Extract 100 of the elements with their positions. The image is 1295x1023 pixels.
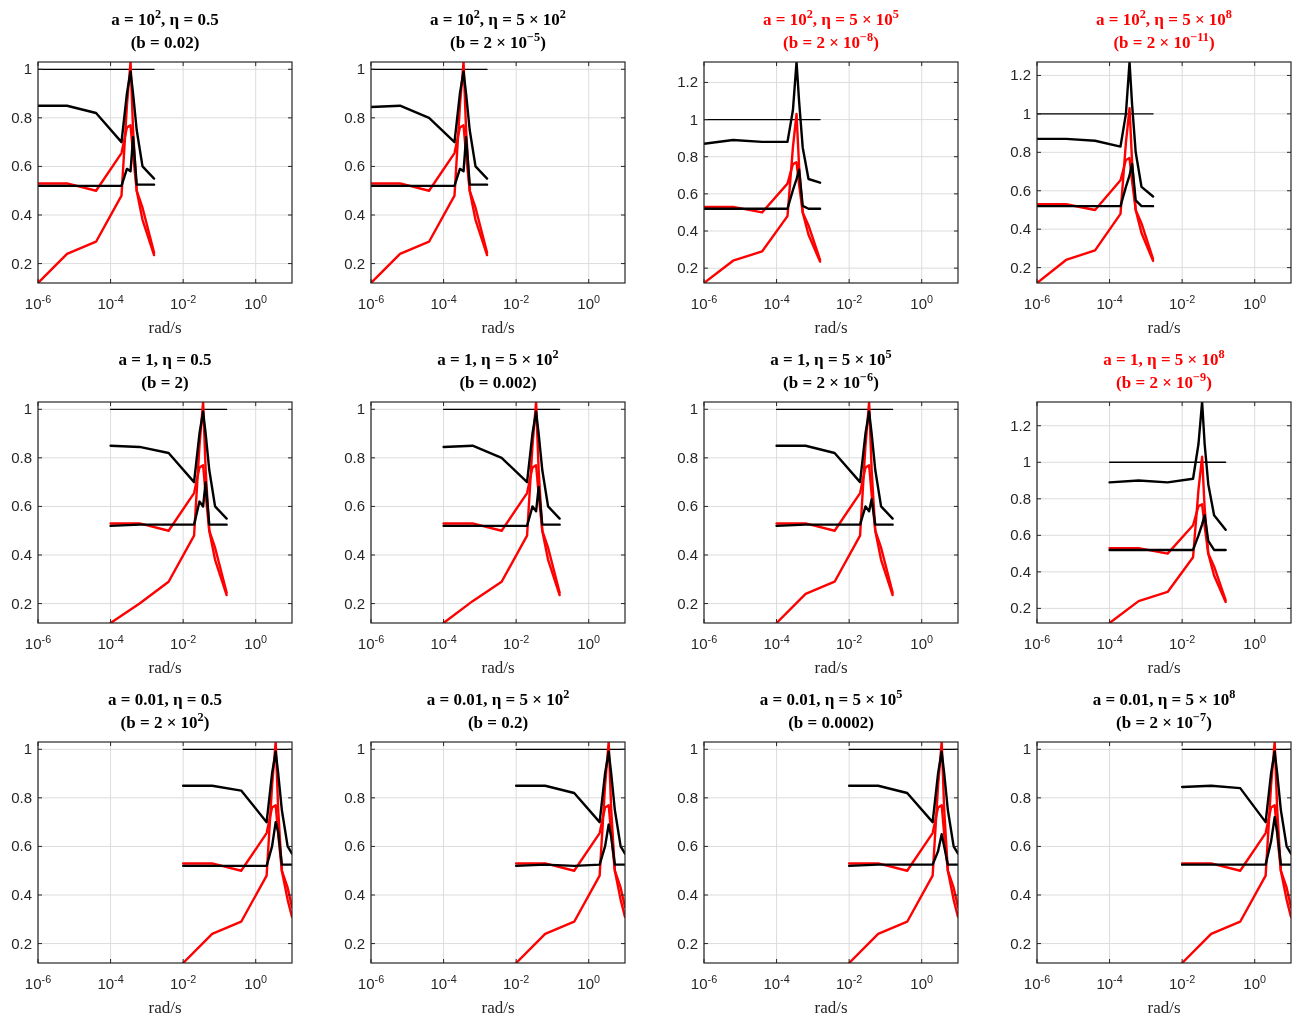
x-tick-label: 10$^{-2}$ — [502, 633, 530, 652]
y-tick-label: 0.4 — [677, 222, 698, 239]
x-tick-label: 10$^{-6}$ — [24, 973, 52, 992]
y-tick-label: 0.6 — [11, 497, 32, 515]
y-tick-label: 0.4 — [1010, 562, 1031, 580]
x-tick-label: 10$^{-4}$ — [97, 633, 124, 652]
x-axis-title: rad/s — [148, 998, 182, 1017]
x-tick-label: 10$^{-4}$ — [763, 633, 790, 652]
x-tick-label: 10$^{0}$ — [244, 293, 268, 312]
chart-title: a = 1, η = 5 × 10$^{8}$ — [1103, 347, 1225, 369]
chart-title: a = 10$^{2}$, η = 5 × 10$^{2}$ — [430, 7, 566, 29]
chart-subtitle: (b = 0.2) — [467, 713, 529, 732]
chart-subtitle: (b = 2 × 10$^{−5}$) — [450, 30, 546, 52]
y-tick-label: 0.6 — [11, 157, 32, 175]
y-tick-label: 0.2 — [1010, 258, 1031, 276]
y-tick-label: 0.6 — [1010, 837, 1031, 855]
chart-subtitle: (b = 2 × 10$^{−6}$) — [783, 370, 879, 392]
x-axis-title: rad/s — [1147, 318, 1181, 337]
x-tick-label: 10$^{-4}$ — [763, 973, 790, 992]
y-tick-label: 0.8 — [11, 788, 32, 806]
x-tick-label: 10$^{0}$ — [577, 633, 601, 652]
x-tick-label: 10$^{-2}$ — [835, 293, 863, 312]
x-tick-label: 10$^{0}$ — [244, 633, 268, 652]
x-tick-label: 10$^{-4}$ — [430, 293, 457, 312]
y-tick-label: 0.8 — [1010, 143, 1031, 161]
y-tick-label: 0.6 — [344, 837, 365, 855]
x-tick-label: 10$^{0}$ — [910, 293, 934, 312]
x-tick-label: 10$^{-4}$ — [97, 973, 124, 992]
y-tick-label: 0.6 — [344, 497, 365, 515]
y-tick-label: 1 — [356, 400, 365, 418]
chart-subtitle: (b = 2 × 10$^{−8}$) — [783, 30, 879, 52]
x-tick-label: 10$^{0}$ — [577, 293, 601, 312]
y-tick-label: 0.8 — [677, 448, 698, 466]
x-tick-label: 10$^{-4}$ — [430, 973, 457, 992]
chart-subtitle: (b = 2 × 10$^{2}$) — [120, 710, 210, 732]
y-tick-label: 0.2 — [344, 254, 365, 272]
x-tick-label: 10$^{-4}$ — [1096, 633, 1123, 652]
x-tick-label: 10$^{-2}$ — [1168, 633, 1196, 652]
y-tick-label: 0.4 — [1010, 886, 1031, 903]
chart-title: a = 0.01, η = 5 × 10$^{5}$ — [759, 687, 903, 709]
y-tick-label: 1 — [356, 740, 365, 758]
x-axis-title: rad/s — [814, 658, 848, 677]
x-tick-label: 10$^{0}$ — [244, 973, 268, 992]
x-tick-label: 10$^{0}$ — [1243, 293, 1267, 312]
x-tick-label: 10$^{-4}$ — [97, 293, 124, 312]
y-tick-label: 0.4 — [344, 886, 365, 903]
x-axis-title: rad/s — [1147, 658, 1181, 677]
x-tick-label: 10$^{-4}$ — [430, 633, 457, 652]
y-tick-label: 0.8 — [344, 448, 365, 466]
x-axis-title: rad/s — [1147, 998, 1181, 1017]
y-tick-label: 0.6 — [1010, 181, 1031, 199]
x-tick-label: 10$^{-2}$ — [1168, 973, 1196, 992]
y-tick-label: 0.4 — [11, 886, 32, 903]
y-tick-label: 1 — [356, 60, 365, 78]
y-tick-label: 0.4 — [344, 546, 365, 563]
x-tick-label: 10$^{-6}$ — [1023, 293, 1051, 312]
y-tick-label: 1 — [689, 110, 698, 128]
y-tick-label: 0.2 — [677, 259, 698, 277]
y-tick-label: 0.2 — [677, 934, 698, 952]
x-axis-title: rad/s — [814, 998, 848, 1017]
x-tick-label: 10$^{-2}$ — [169, 973, 197, 992]
x-tick-label: 10$^{-6}$ — [357, 633, 385, 652]
y-tick-label: 0.2 — [344, 594, 365, 612]
y-tick-label: 1 — [23, 400, 32, 418]
chart-subtitle: (b = 2 × 10$^{−9}$) — [1116, 370, 1212, 392]
x-tick-label: 10$^{-6}$ — [690, 293, 718, 312]
y-tick-label: 0.2 — [11, 594, 32, 612]
x-tick-label: 10$^{-6}$ — [24, 633, 52, 652]
x-tick-label: 10$^{-6}$ — [357, 293, 385, 312]
y-tick-label: 0.8 — [11, 108, 32, 126]
chart-subtitle: (b = 2 × 10$^{−7}$) — [1116, 710, 1212, 732]
x-tick-label: 10$^{0}$ — [910, 633, 934, 652]
x-tick-label: 10$^{0}$ — [1243, 973, 1267, 992]
chart-subtitle: (b = 2 × 10$^{−11}$) — [1113, 30, 1215, 52]
y-tick-label: 0.8 — [344, 108, 365, 126]
chart-title: a = 0.01, η = 0.5 — [107, 690, 223, 709]
y-tick-label: 0.2 — [1010, 934, 1031, 952]
x-tick-label: 10$^{-6}$ — [357, 973, 385, 992]
chart-title: a = 1, η = 0.5 — [118, 350, 212, 369]
y-tick-label: 0.6 — [344, 157, 365, 175]
x-tick-label: 10$^{-6}$ — [1023, 973, 1051, 992]
y-tick-label: 0.8 — [11, 448, 32, 466]
x-tick-label: 10$^{-2}$ — [1168, 293, 1196, 312]
chart-title: a = 0.01, η = 5 × 10$^{8}$ — [1092, 687, 1236, 709]
x-axis-title: rad/s — [481, 318, 515, 337]
x-tick-label: 10$^{-2}$ — [169, 633, 197, 652]
y-tick-label: 0.4 — [11, 206, 32, 223]
x-tick-label: 10$^{-4}$ — [1096, 973, 1123, 992]
x-tick-label: 10$^{0}$ — [577, 973, 601, 992]
y-tick-label: 0.6 — [677, 497, 698, 515]
y-tick-label: 0.8 — [1010, 489, 1031, 507]
x-tick-label: 10$^{-4}$ — [1096, 293, 1123, 312]
x-tick-label: 10$^{-6}$ — [24, 293, 52, 312]
y-tick-label: 0.6 — [11, 837, 32, 855]
y-tick-label: 1 — [689, 400, 698, 418]
x-tick-label: 10$^{-2}$ — [502, 293, 530, 312]
x-axis-title: rad/s — [481, 998, 515, 1017]
x-tick-label: 10$^{-4}$ — [763, 293, 790, 312]
y-tick-label: 1.2 — [1010, 416, 1031, 434]
x-tick-label: 10$^{-2}$ — [835, 633, 863, 652]
